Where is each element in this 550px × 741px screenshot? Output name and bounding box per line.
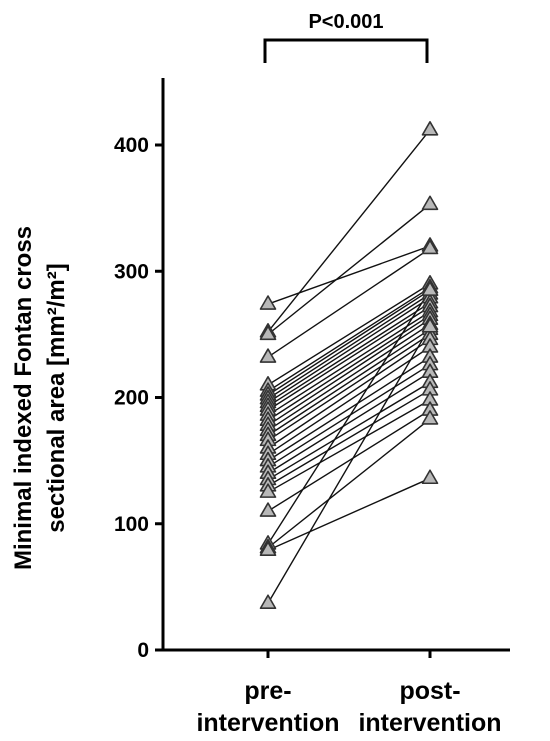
pair-line-3: [267, 247, 431, 358]
category-label-0: pre-intervention: [196, 677, 339, 737]
pair-line-23: [267, 389, 431, 487]
marker-post-29: [421, 317, 439, 333]
x-ticks: [266, 650, 432, 658]
y-axis-label-line1: Minimal indexed Fontan cross: [10, 226, 37, 570]
pair-line-13: [267, 318, 431, 426]
y-tick-label: 0: [137, 639, 149, 662]
marker-pre-24: [259, 483, 277, 498]
pair-line-2: [267, 203, 431, 335]
marker-post-27: [421, 410, 439, 425]
pair-line-17: [267, 338, 431, 449]
pair-line-16: [267, 333, 431, 442]
pair-line-21: [267, 371, 431, 474]
pair-line-15: [267, 328, 431, 436]
pair-line-5: [267, 287, 431, 392]
marker-post-28: [421, 469, 439, 485]
pair-line-7: [267, 293, 431, 400]
pair-line-27: [267, 418, 431, 549]
category-label-1: post-intervention: [358, 677, 501, 737]
pair-line-24: [267, 399, 431, 493]
pair-line-26: [267, 289, 431, 545]
pair-line-1: [267, 129, 431, 333]
pair-line-4: [267, 283, 431, 386]
y-tick-label: 400: [114, 134, 149, 157]
marker-pre-28: [259, 541, 277, 557]
pair-line-14: [267, 323, 431, 431]
pair-lines: [267, 129, 431, 604]
category-labels: pre-intervention post-intervention: [196, 677, 501, 737]
markers: [259, 120, 439, 610]
y-axis-label-line2: sectional area [mm²/m²]: [43, 263, 70, 532]
pair-line-10: [267, 306, 431, 411]
y-ticks: 0 100 200 300 400: [114, 134, 163, 662]
pair-line-22: [267, 381, 431, 481]
pair-line-25: [267, 409, 431, 512]
marker-pre-25: [259, 502, 277, 517]
y-tick-label: 300: [114, 260, 149, 283]
marker-pre-0: [259, 295, 277, 310]
marker-pre-29: [259, 594, 277, 610]
pair-line-11: [267, 311, 431, 416]
pair-line-9: [267, 302, 431, 407]
marker-post-26: [421, 281, 439, 296]
pair-line-29: [267, 326, 431, 604]
marker-pre-3: [259, 348, 277, 363]
pair-line-18: [267, 346, 431, 455]
marker-post-3: [421, 239, 439, 255]
marker-pre-2: [259, 325, 277, 341]
marker-post-2: [421, 195, 439, 211]
pair-line-8: [267, 297, 431, 404]
marker-post-1: [421, 120, 439, 136]
y-tick-label: 100: [114, 513, 149, 536]
pair-line-0: [267, 245, 431, 305]
pair-line-28: [267, 477, 431, 551]
y-tick-label: 200: [114, 387, 149, 410]
pair-line-19: [267, 356, 431, 462]
significance-bracket: [263, 38, 429, 63]
significance-label: P<0.001: [308, 11, 383, 33]
pair-line-6: [267, 289, 431, 396]
